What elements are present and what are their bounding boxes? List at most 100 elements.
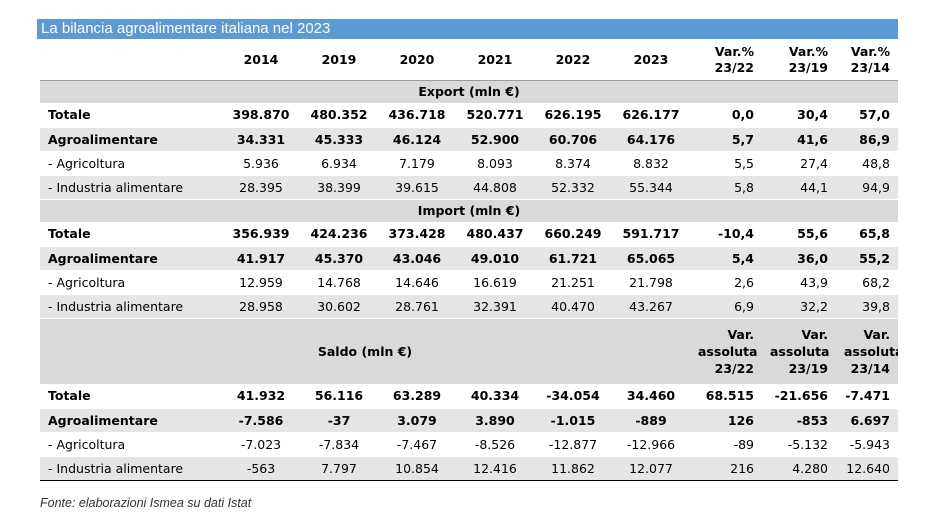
cell-value: 10.854 <box>378 456 456 481</box>
cell-value: 61.721 <box>534 246 612 271</box>
source-note: Fonte: elaborazioni Ismea su dati Istat <box>40 496 252 510</box>
cell-value: -21.656 <box>762 384 836 409</box>
section-saldo: Saldo (mln €) Var. assoluta 23/22 Var. asso… <box>40 318 898 384</box>
section-saldo-label: Saldo (mln €) <box>40 318 690 384</box>
table-row: Totale 356.939 424.236 373.428 480.437 660.24… <box>40 222 898 247</box>
cell-value: -563 <box>222 456 300 481</box>
row-label: Totale <box>40 222 222 247</box>
cell-value: -12.966 <box>612 432 690 457</box>
cell-value: -7.586 <box>222 408 300 433</box>
row-label: - Industria alimentare <box>40 294 222 319</box>
year-header: 2014 <box>243 52 279 68</box>
cell-value: 14.768 <box>300 270 378 295</box>
cell-value: 86,9 <box>836 127 898 152</box>
cell-value: 3.079 <box>378 408 456 433</box>
cell-value: 43.046 <box>378 246 456 271</box>
cell-value: 45.333 <box>300 127 378 152</box>
cell-value: -10,4 <box>690 222 762 247</box>
row-label: - Agricoltura <box>40 270 222 295</box>
cell-value: 21.798 <box>612 270 690 295</box>
cell-value: 94,9 <box>836 175 898 200</box>
table-row: - Agricoltura -7.023 -7.834 -7.467 -8.526 -12… <box>40 432 898 457</box>
cell-value: 398.870 <box>222 103 300 128</box>
table-row: - Industria alimentare -563 7.797 10.854 12.… <box>40 456 898 481</box>
cell-value: 36,0 <box>762 246 836 271</box>
saldo-rows: Totale 41.932 56.116 63.289 40.334 -34.054 34.… <box>40 384 898 481</box>
cell-value: 356.939 <box>222 222 300 247</box>
cell-value: 5,5 <box>690 151 762 176</box>
row-label: - Agricoltura <box>40 432 222 457</box>
cell-value: 480.437 <box>456 222 534 247</box>
cell-value: 591.717 <box>612 222 690 247</box>
cell-value: 8.374 <box>534 151 612 176</box>
cell-value: -5.132 <box>762 432 836 457</box>
var-header: Var.% 23/14 <box>850 44 890 76</box>
year-header: 2021 <box>477 52 513 68</box>
year-header: 2020 <box>399 52 435 68</box>
var-abs-header: Var. assoluta 23/19 <box>762 318 836 384</box>
cell-value: 12.959 <box>222 270 300 295</box>
row-label: Agroalimentare <box>40 408 222 433</box>
row-label: - Industria alimentare <box>40 175 222 200</box>
cell-value: 626.195 <box>534 103 612 128</box>
cell-value: -34.054 <box>534 384 612 409</box>
cell-value: 5.936 <box>222 151 300 176</box>
cell-value: 7.179 <box>378 151 456 176</box>
cell-value: 41,6 <box>762 127 836 152</box>
cell-value: 65.065 <box>612 246 690 271</box>
section-import: Import (mln €) <box>40 199 898 222</box>
table-row: - Industria alimentare 28.395 38.399 39.615… <box>40 175 898 200</box>
row-label: - Industria alimentare <box>40 456 222 481</box>
cell-value: 46.124 <box>378 127 456 152</box>
table-row: Totale 41.932 56.116 63.289 40.334 -34.054 34.… <box>40 384 898 409</box>
row-label: Agroalimentare <box>40 246 222 271</box>
cell-value: -7.834 <box>300 432 378 457</box>
cell-value: -37 <box>300 408 378 433</box>
section-import-label: Import (mln €) <box>40 199 898 222</box>
header-row: 2014 2019 2020 2021 2022 2023 Var.% 23/22… <box>40 41 898 80</box>
export-rows: Totale 398.870 480.352 436.718 520.771 626.19… <box>40 103 898 200</box>
table-title: La bilancia agroalimentare italiana nel … <box>37 19 898 39</box>
cell-value: -12.877 <box>534 432 612 457</box>
table-row: - Agricoltura 5.936 6.934 7.179 8.093 8.374 8.… <box>40 151 898 176</box>
var-abs-header: Var. assoluta 23/14 <box>836 318 898 384</box>
header-empty <box>40 41 222 80</box>
trade-balance-table: 2014 2019 2020 2021 2022 2023 Var.% 23/22… <box>40 41 898 481</box>
cell-value: 30.602 <box>300 294 378 319</box>
cell-value: 660.249 <box>534 222 612 247</box>
cell-value: 2,6 <box>690 270 762 295</box>
row-label: Totale <box>40 103 222 128</box>
cell-value: 44.808 <box>456 175 534 200</box>
cell-value: -7.023 <box>222 432 300 457</box>
row-label: Totale <box>40 384 222 409</box>
cell-value: 28.958 <box>222 294 300 319</box>
cell-value: 48,8 <box>836 151 898 176</box>
cell-value: 21.251 <box>534 270 612 295</box>
cell-value: -8.526 <box>456 432 534 457</box>
cell-value: 55,6 <box>762 222 836 247</box>
cell-value: 56.116 <box>300 384 378 409</box>
cell-value: 520.771 <box>456 103 534 128</box>
cell-value: 55.344 <box>612 175 690 200</box>
row-label: - Agricoltura <box>40 151 222 176</box>
cell-value: 5,7 <box>690 127 762 152</box>
table-row: - Agricoltura 12.959 14.768 14.646 16.619 21.… <box>40 270 898 295</box>
table-row: Agroalimentare 41.917 45.370 43.046 49.010 61… <box>40 246 898 271</box>
cell-value: 39,8 <box>836 294 898 319</box>
cell-value: 12.416 <box>456 456 534 481</box>
cell-value: 5,4 <box>690 246 762 271</box>
cell-value: 32,2 <box>762 294 836 319</box>
cell-value: 6,9 <box>690 294 762 319</box>
cell-value: 126 <box>690 408 762 433</box>
cell-value: 3.890 <box>456 408 534 433</box>
cell-value: 6.697 <box>836 408 898 433</box>
cell-value: 5,8 <box>690 175 762 200</box>
cell-value: 41.917 <box>222 246 300 271</box>
cell-value: 38.399 <box>300 175 378 200</box>
section-export: Export (mln €) <box>40 80 898 103</box>
cell-value: 12.077 <box>612 456 690 481</box>
cell-value: 14.646 <box>378 270 456 295</box>
cell-value: 32.391 <box>456 294 534 319</box>
cell-value: 40.470 <box>534 294 612 319</box>
cell-value: 0,0 <box>690 103 762 128</box>
